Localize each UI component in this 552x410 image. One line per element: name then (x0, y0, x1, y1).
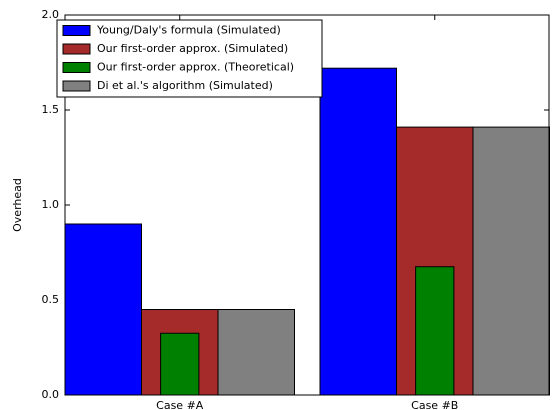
legend-swatch (62, 43, 91, 55)
bar (160, 332, 200, 396)
x-tick-label: Case #B (411, 399, 458, 410)
legend-swatch (62, 80, 91, 92)
legend-box (56, 19, 323, 98)
bar (319, 67, 397, 396)
legend-label: Di et al.'s algorithm (Simulated) (97, 79, 273, 92)
bar (472, 126, 550, 396)
y-tick-label: 1.0 (42, 198, 60, 211)
y-axis-label: Overhead (11, 178, 24, 232)
plot-frame (64, 14, 550, 396)
y-tick-label: 0.5 (42, 293, 60, 306)
y-tick-label: 0.0 (42, 388, 60, 401)
bar (64, 223, 142, 396)
x-tick-label: Case #A (156, 399, 204, 410)
legend-swatch (62, 25, 91, 36)
legend-label: Our first-order approx. (Theoretical) (97, 61, 294, 74)
bar (217, 309, 295, 396)
y-tick-label: 2.0 (42, 8, 60, 21)
legend-label: Our first-order approx. (Simulated) (97, 42, 288, 55)
legend-swatch (62, 62, 91, 73)
bar (415, 266, 455, 396)
legend-label: Young/Daly's formula (Simulated) (96, 24, 281, 37)
y-tick-label: 1.5 (42, 103, 60, 116)
